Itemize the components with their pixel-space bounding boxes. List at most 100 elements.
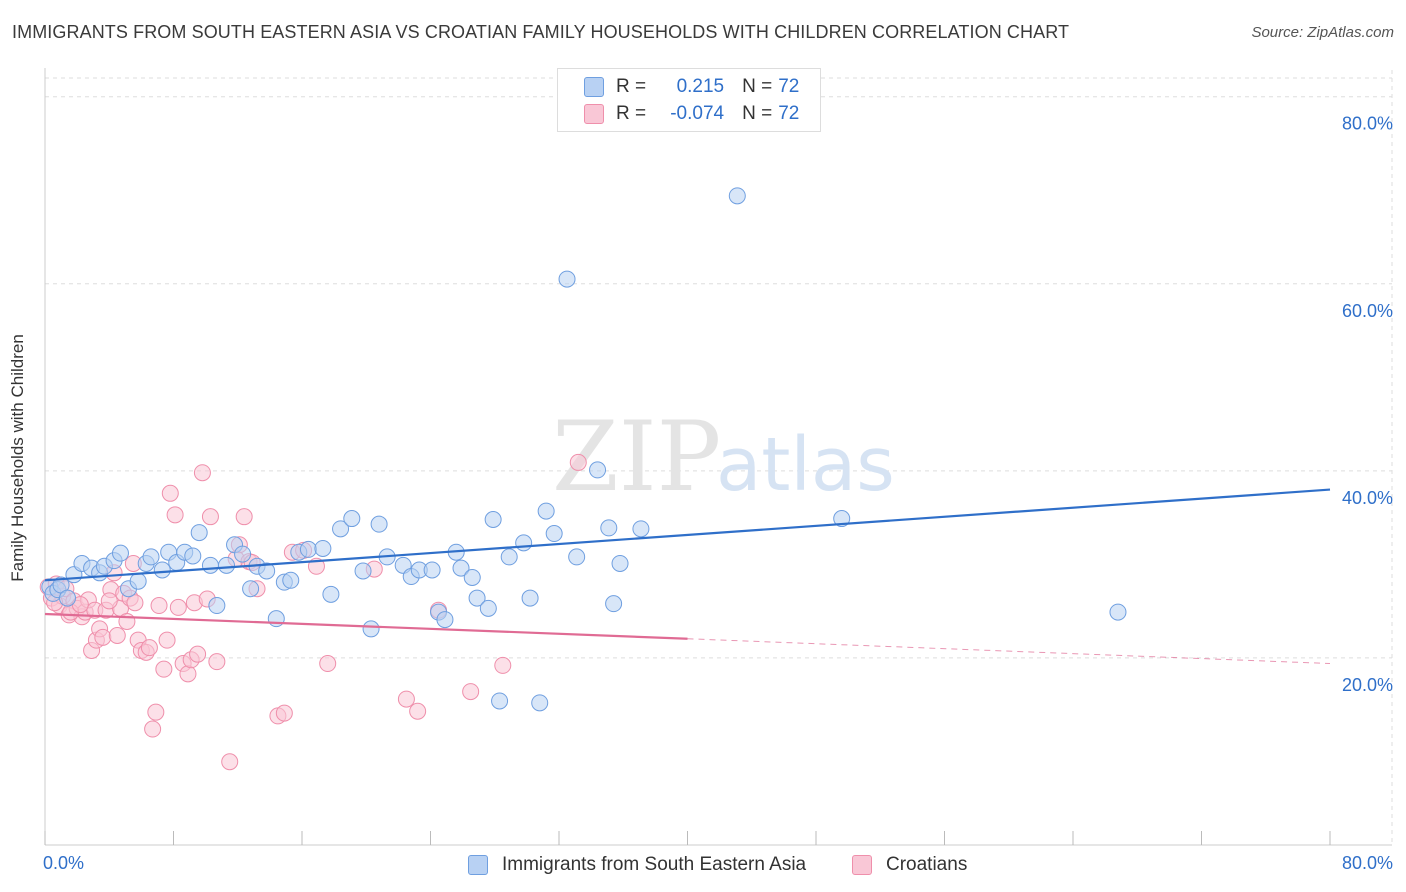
sea-immigrants-point: [111, 544, 129, 562]
croatians-point: [201, 508, 219, 526]
sea-immigrants-point: [201, 556, 219, 574]
sea-immigrants-point: [632, 520, 650, 538]
croatians-point: [100, 592, 118, 610]
sea-immigrants-point: [515, 534, 533, 552]
sea-immigrants-point: [142, 548, 160, 566]
legend-n-value-croatians: 72: [778, 103, 800, 124]
sea-immigrants-point: [218, 556, 236, 574]
croatians-point: [208, 653, 226, 671]
sea-immigrants-point: [234, 545, 252, 563]
sea-immigrants-point: [558, 270, 576, 288]
sea-immigrants-point: [208, 597, 226, 615]
sea-immigrants-point: [153, 561, 171, 579]
legend-swatch-sea: [584, 77, 604, 97]
sea-immigrants-point: [491, 692, 509, 710]
croatians-point: [144, 720, 162, 738]
sea-immigrants-point: [537, 502, 555, 520]
croatians-points: [39, 453, 587, 771]
legend-row-croatians: R = -0.074 N = 72: [584, 101, 799, 127]
legend-n-value-sea: 72: [778, 76, 800, 97]
sea-immigrants-point: [531, 694, 549, 712]
trend-lines: [44, 488, 1331, 665]
y-tick-label: 60.0%: [1342, 301, 1393, 321]
sea-immigrants-point: [282, 571, 300, 589]
bottom-legend-label-croatians: Croatians: [886, 854, 968, 875]
croatians-point: [161, 484, 179, 502]
sea-immigrants-point: [500, 548, 518, 566]
sea-immigrants-point: [370, 515, 388, 533]
croatians-point: [275, 704, 293, 722]
sea-immigrants-point: [299, 540, 317, 558]
sea-immigrants-points: [41, 187, 1127, 712]
sea-immigrants-point: [833, 510, 851, 528]
bottom-legend-label-sea: Immigrants from South Eastern Asia: [502, 854, 807, 875]
croatians-point: [319, 655, 337, 673]
sea-immigrants-point: [190, 524, 208, 542]
bottom-legend-swatch-sea: [468, 855, 488, 875]
croatians-point: [397, 690, 415, 708]
sea-immigrants-point: [258, 562, 276, 580]
croatians-point: [169, 598, 187, 616]
croatians-point: [221, 753, 239, 771]
sea-immigrants-point: [568, 548, 586, 566]
x-tick-label: 0.0%: [43, 853, 84, 873]
croatians-point: [140, 639, 158, 657]
croatians-point: [189, 645, 207, 663]
croatians-point: [126, 594, 144, 612]
legend-r-value-croatians: -0.074: [670, 103, 725, 124]
watermark: ZIP atlas: [552, 401, 895, 513]
croatians-point: [179, 665, 197, 683]
chart-title: IMMIGRANTS FROM SOUTH EASTERN ASIA VS CR…: [12, 22, 1070, 42]
y-axis-label: Family Households with Children: [8, 334, 27, 582]
sea-immigrants-point: [1109, 603, 1127, 621]
sea-immigrants-point: [479, 599, 497, 617]
y-tick-label: 40.0%: [1342, 488, 1393, 508]
croatians-point: [147, 703, 165, 721]
sea-immigrants-point: [267, 610, 285, 628]
sea-immigrants-point: [354, 562, 372, 580]
y-tick-label: 80.0%: [1342, 114, 1393, 134]
sea-immigrants-point: [332, 520, 350, 538]
croatians-point: [193, 464, 211, 482]
sea-immigrants-point: [600, 519, 618, 537]
sea-immigrants-point: [611, 554, 629, 572]
sea-immigrants-point: [436, 611, 454, 629]
legend-n-label: N =: [742, 103, 773, 124]
bottom-legend-swatch-croatians: [852, 855, 872, 875]
axes: [44, 68, 1392, 846]
y-tick-label: 20.0%: [1342, 675, 1393, 695]
sea-immigrants-point: [129, 572, 147, 590]
legend-row-sea: R = 0.215 N = 72: [584, 74, 799, 100]
sea-immigrants-point: [589, 461, 607, 479]
sea-immigrants-point: [343, 510, 361, 528]
sea-immigrants-point: [521, 589, 539, 607]
sea-immigrants-point: [362, 620, 380, 638]
x-tick-label: 80.0%: [1342, 853, 1393, 873]
legend-n-label: N =: [742, 76, 773, 97]
croatians-point: [235, 508, 253, 526]
croatians-point: [155, 660, 173, 678]
legend-r-label: R =: [616, 76, 647, 97]
croatians-point: [409, 702, 427, 720]
croatians-point: [108, 626, 126, 644]
croatians-trend-line: [44, 612, 688, 640]
sea-immigrants-point: [468, 589, 486, 607]
sea-immigrants-point: [463, 568, 481, 586]
sea-immigrants-point: [484, 510, 502, 528]
sea-immigrants-point: [58, 589, 76, 607]
legend-r-value-sea: 0.215: [676, 76, 725, 97]
watermark-atlas: atlas: [716, 422, 895, 508]
legend-r-label: R =: [616, 103, 647, 124]
sea-immigrants-point: [423, 561, 441, 579]
sea-immigrants-point: [605, 595, 623, 613]
sea-immigrants-point: [452, 559, 470, 577]
croatians-point: [569, 453, 587, 471]
sea-immigrants-point: [242, 580, 260, 598]
croatians-point: [462, 683, 480, 701]
gridlines: [45, 70, 1393, 845]
tick-labels: 20.0% 40.0% 60.0% 80.0% 0.0% 80.0%: [43, 114, 1393, 873]
croatians-point: [494, 656, 512, 674]
sea-immigrants-point: [314, 539, 332, 557]
sea-immigrants-point: [728, 187, 746, 205]
